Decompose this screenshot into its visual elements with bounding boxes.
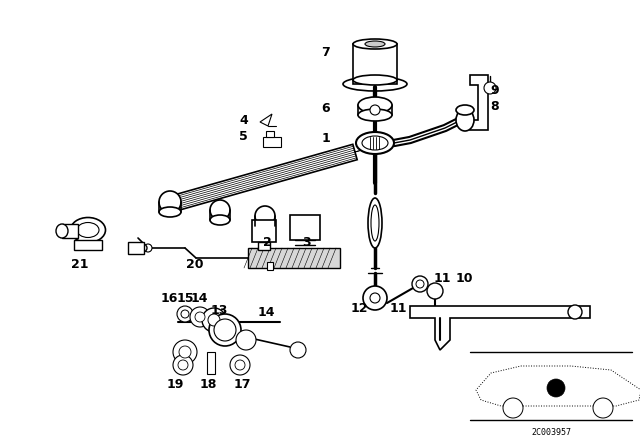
Text: 14: 14 bbox=[191, 292, 208, 305]
Circle shape bbox=[370, 293, 380, 303]
Text: 4: 4 bbox=[239, 113, 248, 126]
Text: 9: 9 bbox=[490, 85, 499, 98]
Circle shape bbox=[181, 310, 189, 318]
Circle shape bbox=[235, 360, 245, 370]
Circle shape bbox=[484, 82, 496, 94]
Bar bbox=[62, 224, 78, 238]
Text: 16: 16 bbox=[161, 292, 178, 305]
Text: 17: 17 bbox=[233, 379, 251, 392]
Circle shape bbox=[547, 379, 565, 397]
Text: 6: 6 bbox=[321, 102, 330, 115]
Circle shape bbox=[503, 398, 523, 418]
Text: 12: 12 bbox=[351, 302, 368, 314]
Bar bbox=[290, 215, 320, 240]
Bar bbox=[267, 262, 273, 270]
Bar bbox=[74, 240, 102, 250]
Polygon shape bbox=[166, 144, 357, 213]
Circle shape bbox=[195, 312, 205, 322]
Ellipse shape bbox=[365, 41, 385, 47]
Ellipse shape bbox=[370, 105, 380, 115]
Ellipse shape bbox=[210, 215, 230, 225]
Circle shape bbox=[236, 330, 256, 350]
Text: 11: 11 bbox=[434, 271, 451, 284]
Text: 1: 1 bbox=[321, 132, 330, 145]
Ellipse shape bbox=[368, 198, 382, 248]
Circle shape bbox=[290, 342, 306, 358]
Ellipse shape bbox=[255, 221, 275, 231]
Bar bbox=[207, 352, 215, 374]
Circle shape bbox=[177, 306, 193, 322]
Bar bbox=[266, 131, 274, 137]
Polygon shape bbox=[260, 114, 272, 126]
Text: 18: 18 bbox=[199, 379, 217, 392]
Text: 5: 5 bbox=[239, 130, 248, 143]
Circle shape bbox=[190, 307, 210, 327]
Text: 7: 7 bbox=[321, 46, 330, 59]
Circle shape bbox=[412, 276, 428, 292]
Ellipse shape bbox=[210, 200, 230, 220]
Circle shape bbox=[593, 398, 613, 418]
Bar bbox=[353, 44, 397, 84]
Text: 11: 11 bbox=[390, 302, 408, 314]
Circle shape bbox=[144, 244, 152, 252]
Ellipse shape bbox=[159, 191, 181, 213]
Ellipse shape bbox=[255, 206, 275, 226]
Circle shape bbox=[179, 346, 191, 358]
Ellipse shape bbox=[362, 136, 388, 150]
Ellipse shape bbox=[214, 319, 236, 341]
Text: 19: 19 bbox=[166, 379, 184, 392]
Circle shape bbox=[427, 283, 443, 299]
Polygon shape bbox=[470, 75, 488, 130]
Ellipse shape bbox=[353, 39, 397, 49]
Ellipse shape bbox=[358, 109, 392, 121]
Polygon shape bbox=[248, 248, 340, 268]
Ellipse shape bbox=[70, 217, 106, 242]
Circle shape bbox=[363, 286, 387, 310]
Ellipse shape bbox=[343, 77, 407, 91]
Ellipse shape bbox=[358, 97, 392, 113]
Ellipse shape bbox=[456, 105, 474, 115]
Text: 2C003957: 2C003957 bbox=[531, 428, 571, 437]
Ellipse shape bbox=[371, 205, 379, 241]
Text: 21: 21 bbox=[71, 258, 89, 271]
Polygon shape bbox=[410, 306, 590, 350]
Circle shape bbox=[202, 308, 226, 332]
Ellipse shape bbox=[77, 223, 99, 237]
Ellipse shape bbox=[353, 75, 397, 85]
Circle shape bbox=[173, 355, 193, 375]
Ellipse shape bbox=[209, 314, 241, 346]
Text: 13: 13 bbox=[211, 303, 228, 316]
Text: 3: 3 bbox=[302, 236, 310, 249]
Bar bbox=[258, 242, 270, 250]
Circle shape bbox=[416, 280, 424, 288]
Circle shape bbox=[208, 314, 220, 326]
Polygon shape bbox=[476, 366, 640, 406]
Circle shape bbox=[230, 355, 250, 375]
Ellipse shape bbox=[356, 132, 394, 154]
Ellipse shape bbox=[456, 109, 474, 131]
Bar bbox=[263, 137, 281, 147]
Circle shape bbox=[178, 360, 188, 370]
Text: 20: 20 bbox=[186, 258, 204, 271]
Ellipse shape bbox=[133, 243, 147, 253]
Text: 14: 14 bbox=[258, 306, 275, 319]
Text: 10: 10 bbox=[456, 271, 474, 284]
Text: 2: 2 bbox=[263, 236, 272, 249]
Ellipse shape bbox=[56, 224, 68, 238]
Text: 8: 8 bbox=[490, 100, 499, 113]
Bar bbox=[128, 242, 144, 254]
Ellipse shape bbox=[159, 207, 181, 217]
Circle shape bbox=[568, 305, 582, 319]
Text: 15: 15 bbox=[177, 292, 194, 305]
Circle shape bbox=[173, 340, 197, 364]
Bar bbox=[252, 220, 276, 242]
